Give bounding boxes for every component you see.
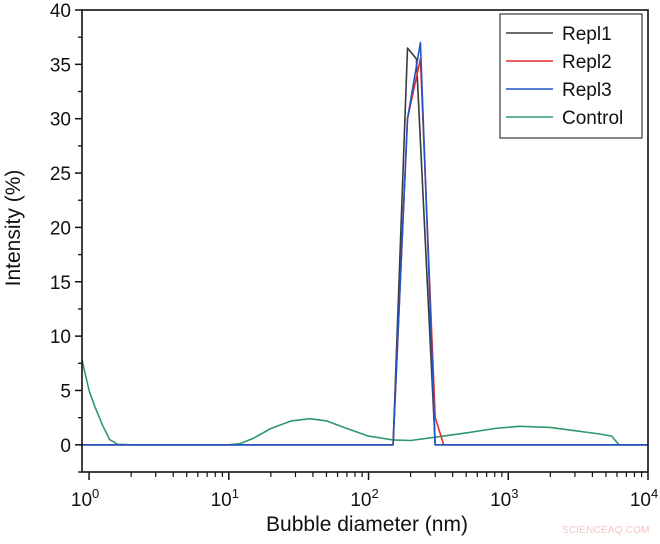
y-tick-label: 25 [50,164,71,185]
x-tick-label: 104 [630,486,658,511]
watermark: SCIENCEAQ.COM [562,525,650,536]
legend: Repl1 Repl2 Repl3 Control [499,13,643,139]
x-axis-title: Bubble diameter (nm) [266,513,468,536]
x-tick-label: 102 [350,486,378,511]
plot-area [81,41,648,446]
x-tick-label: 103 [490,486,518,511]
legend-label-repl1: Repl1 [562,24,612,45]
x-tick-label: 101 [211,486,239,511]
y-tick-label: 0 [60,436,71,457]
legend-label-control: Control [562,108,623,129]
series-line-control [81,359,648,446]
y-axis-title: Intensity (%) [2,170,25,287]
y-tick-label: 15 [50,273,71,294]
series-line-repl3 [82,41,648,446]
y-tick-label: 5 [60,381,71,402]
y-tick-label: 40 [50,1,71,22]
x-axis: 100 101 102 103 104 [71,472,658,511]
legend-label-repl3: Repl3 [562,80,612,101]
y-tick-label: 20 [50,218,71,239]
y-axis: 0 5 10 15 20 25 30 35 40 [50,1,82,473]
y-tick-label: 35 [50,55,71,76]
x-tick-label: 100 [71,486,99,511]
y-tick-label: 10 [50,327,71,348]
plot-frame [81,9,649,473]
legend-label-repl2: Repl2 [562,52,612,73]
y-tick-label: 30 [50,110,71,131]
